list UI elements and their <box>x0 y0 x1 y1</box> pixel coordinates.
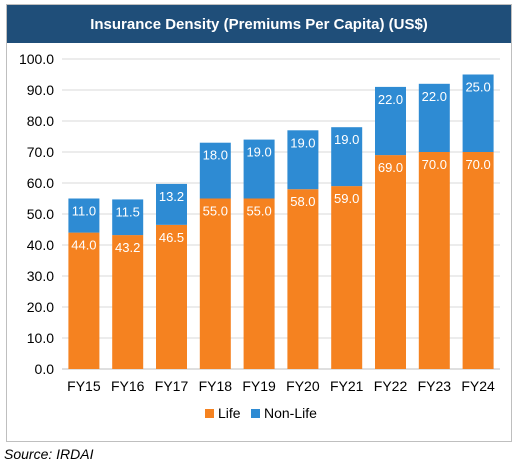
x-tick-label: FY18 <box>199 378 233 394</box>
chart-title: Insurance Density (Premiums Per Capita) … <box>90 15 428 33</box>
bar-life <box>287 189 319 369</box>
y-tick-label: 40.0 <box>27 237 54 253</box>
x-tick-label: FY19 <box>242 378 276 394</box>
bar-life <box>68 232 100 369</box>
data-label: 55.0 <box>203 204 228 219</box>
bar-life <box>331 186 363 369</box>
data-label: 11.0 <box>72 204 96 219</box>
bar-life <box>462 152 494 369</box>
bar-non-life <box>287 130 319 190</box>
y-tick-label: 80.0 <box>27 113 54 129</box>
y-tick-label: 70.0 <box>27 144 54 160</box>
bar-life <box>199 198 231 369</box>
data-label: 19.0 <box>334 132 359 147</box>
legend-label: Life <box>218 405 241 421</box>
source-note: Source: IRDAI <box>4 446 94 462</box>
data-label: 59.0 <box>334 191 359 206</box>
legend-swatch <box>251 409 260 418</box>
data-label: 46.5 <box>159 230 184 245</box>
y-tick-label: 50.0 <box>27 206 54 222</box>
bar-non-life <box>68 198 100 233</box>
bar-non-life <box>331 127 363 187</box>
legend-swatch <box>205 409 214 418</box>
x-tick-label: FY22 <box>374 378 408 394</box>
data-label: 70.0 <box>465 157 490 172</box>
data-label: 11.5 <box>116 204 140 219</box>
data-label: 55.0 <box>246 204 271 219</box>
bar-non-life <box>375 86 406 156</box>
data-label: 19.0 <box>246 145 271 160</box>
bar-life <box>243 198 275 369</box>
x-tick-label: FY24 <box>461 378 495 394</box>
x-tick-label: FY23 <box>418 378 452 394</box>
title-bar: Insurance Density (Premiums Per Capita) … <box>7 5 511 43</box>
bar-life <box>418 152 450 369</box>
bar-non-life <box>418 83 450 152</box>
data-label: 43.2 <box>115 240 140 255</box>
y-tick-label: 100.0 <box>19 51 54 67</box>
data-label: 58.0 <box>290 194 315 209</box>
bar-non-life <box>243 139 275 199</box>
data-label: 18.0 <box>203 148 228 163</box>
x-tick-label: FY15 <box>67 378 101 394</box>
x-tick-label: FY16 <box>111 378 145 394</box>
y-tick-label: 10.0 <box>27 330 54 346</box>
y-tick-label: 0.0 <box>35 361 55 377</box>
legend-label: Non-Life <box>264 405 317 421</box>
y-tick-label: 30.0 <box>27 268 54 284</box>
y-tick-label: 20.0 <box>27 299 54 315</box>
bar-non-life <box>199 142 231 199</box>
data-label: 25.0 <box>465 80 490 95</box>
bar-life <box>156 224 187 369</box>
bar-non-life <box>462 74 494 152</box>
data-label: 22.0 <box>422 89 447 104</box>
x-tick-label: FY17 <box>155 378 189 394</box>
x-tick-label: FY20 <box>286 378 320 394</box>
bar-life <box>375 155 406 369</box>
y-tick-label: 90.0 <box>27 82 54 98</box>
bar-non-life <box>156 183 187 225</box>
y-tick-label: 60.0 <box>27 175 54 191</box>
data-label: 22.0 <box>378 92 403 107</box>
data-label: 69.0 <box>378 160 403 175</box>
data-label: 44.0 <box>71 238 96 253</box>
data-label: 70.0 <box>422 157 447 172</box>
data-label: 19.0 <box>290 135 315 150</box>
bar-non-life <box>112 199 144 236</box>
bar-life <box>112 235 144 369</box>
data-label: 13.2 <box>159 189 184 204</box>
x-tick-label: FY21 <box>330 378 364 394</box>
